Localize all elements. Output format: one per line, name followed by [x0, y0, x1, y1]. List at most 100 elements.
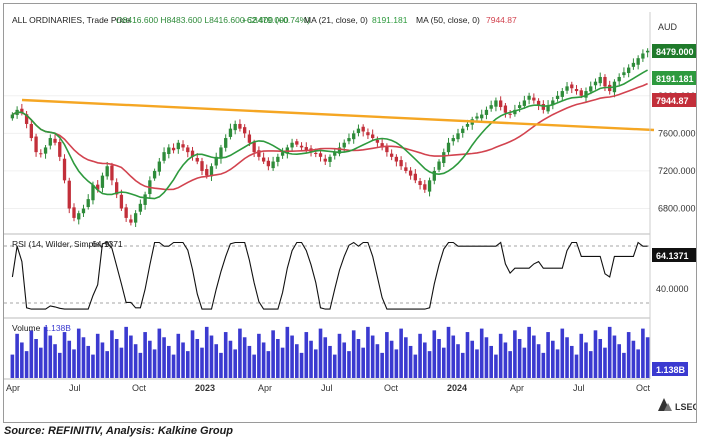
candle-body: [560, 91, 564, 97]
ma21-tag-value: 8191.181: [656, 74, 694, 84]
volume-label: Volume: [12, 323, 41, 333]
volume-bar: [214, 344, 219, 378]
volume-bar: [603, 347, 607, 378]
volume-bar: [53, 344, 57, 378]
volume-bar: [119, 347, 124, 378]
candle-body: [333, 152, 337, 156]
volume-bar: [209, 335, 214, 378]
last-price-value: 8479.000: [656, 47, 694, 57]
candle-body: [603, 76, 607, 87]
volume-bar: [129, 335, 133, 378]
volume-bar: [532, 335, 536, 378]
candle-body: [375, 139, 380, 143]
candle-body: [371, 134, 375, 139]
candle-body: [39, 153, 43, 155]
candle-body: [314, 152, 318, 155]
volume-bar: [432, 330, 437, 378]
time-tick-label: Oct: [384, 383, 399, 393]
candle-body: [200, 161, 204, 171]
volume-bar: [318, 328, 323, 378]
price-panel[interactable]: [4, 48, 655, 228]
candle-body: [418, 181, 422, 186]
time-tick-label: Jul: [69, 383, 81, 393]
candle-body: [171, 147, 176, 151]
candle-body: [399, 160, 403, 167]
candle-body: [328, 156, 332, 162]
volume-bar: [280, 347, 285, 378]
rsi-label-value: 64.1371: [92, 239, 123, 249]
candle-body: [129, 219, 133, 223]
volume-bar: [247, 345, 252, 378]
volume-bar: [612, 335, 617, 378]
candle-body: [209, 166, 214, 177]
volume-bar: [304, 332, 309, 378]
candle-body: [551, 100, 555, 106]
volume-bar: [242, 337, 247, 378]
volume-bar: [598, 339, 603, 378]
candle-body: [385, 146, 389, 153]
ma50-line: [12, 82, 648, 191]
candle-body: [494, 100, 498, 107]
candle-body: [517, 105, 522, 108]
volume-bar: [176, 333, 181, 378]
candle-body: [489, 105, 493, 109]
volume-bar: [356, 339, 361, 378]
volume-bar: [584, 342, 588, 378]
volume-bar: [342, 342, 347, 378]
candle-body: [119, 194, 124, 209]
volume-bar: [238, 328, 242, 378]
lseg-logo-mark-shade-icon: [664, 403, 672, 411]
candle-body: [631, 62, 636, 67]
volume-bar: [437, 339, 441, 378]
candle-body: [513, 109, 517, 115]
candle-body: [110, 165, 114, 181]
candle-body: [53, 138, 57, 143]
volume-bar: [328, 345, 332, 378]
time-tick-label: Apr: [6, 383, 20, 393]
volume-bar: [446, 326, 451, 378]
candle-body: [167, 147, 171, 155]
volume-panel[interactable]: [10, 326, 650, 378]
volume-bar: [626, 332, 631, 378]
candle-body: [408, 170, 413, 176]
candle-body: [423, 184, 427, 190]
candle-body: [432, 170, 436, 181]
volume-bar: [385, 332, 389, 378]
volume-bar: [347, 351, 351, 378]
candle-body: [58, 141, 62, 157]
volume-bar: [380, 352, 384, 378]
volume-bar: [617, 344, 621, 378]
volume-bar: [404, 337, 408, 378]
volume-bar: [494, 354, 498, 378]
rsi-panel[interactable]: [4, 241, 650, 310]
volume-bar: [271, 330, 275, 378]
volume-bar: [645, 337, 650, 378]
candle-body: [67, 180, 71, 209]
volume-bar: [408, 345, 413, 378]
rsi-label: RSI (14, Wilder, Simple, 9): [12, 239, 112, 249]
volume-bar: [503, 342, 508, 378]
candle-body: [133, 213, 138, 223]
volume-bar: [20, 342, 24, 378]
time-tick-label: Jul: [321, 383, 333, 393]
chart-canvas[interactable]: ALL ORDINARIES, Trade Price O8416.600 H8…: [4, 4, 700, 422]
volume-tag-value: 1.138B: [656, 365, 686, 375]
trendline[interactable]: [21, 98, 655, 132]
volume-bar: [427, 351, 432, 378]
volume-bar: [219, 352, 223, 378]
volume-bar: [441, 347, 446, 378]
candle-body: [304, 147, 308, 151]
ma21-line: [12, 69, 648, 200]
price-tick-label: 7600.000: [658, 128, 696, 138]
header-symbol: ALL ORDINARIES, Trade Price: [12, 15, 131, 25]
volume-bar: [114, 339, 119, 378]
candle-body: [413, 173, 417, 181]
candle-body: [34, 136, 38, 153]
candle-body: [389, 153, 394, 157]
candle-body: [62, 158, 67, 181]
volume-bar: [124, 326, 128, 378]
candle-body: [290, 142, 294, 148]
candle-body: [380, 143, 384, 148]
volume-bar: [266, 351, 271, 378]
volume-bar: [95, 333, 100, 378]
